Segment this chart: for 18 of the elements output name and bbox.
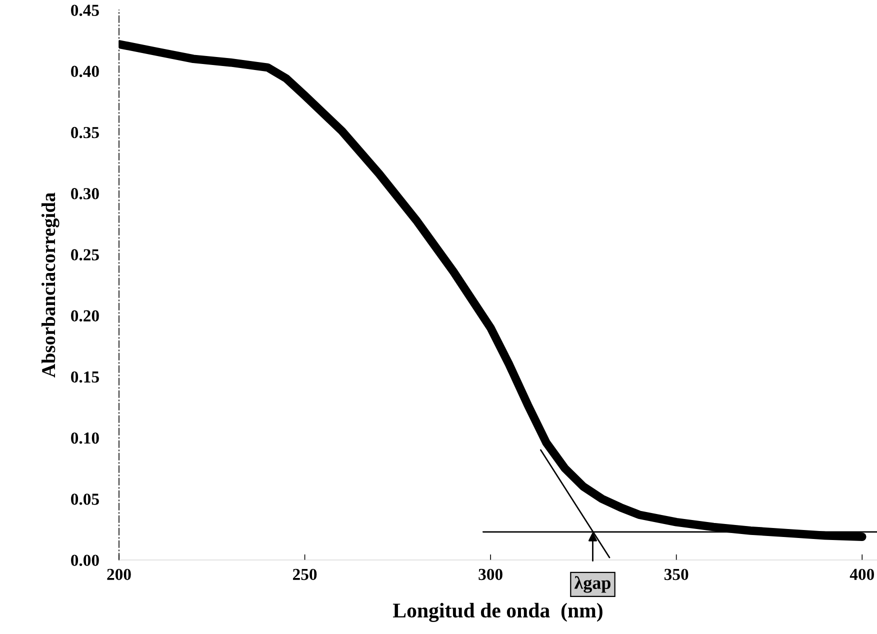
y-tick-label: 0.15	[71, 371, 99, 383]
y-axis-title: Absorbanciacorregida	[41, 192, 60, 378]
x-axis-title: Longitud de onda (nm)	[393, 602, 602, 622]
y-tick-label: 0.00	[71, 554, 99, 566]
y-tick-label: 0.30	[71, 188, 99, 200]
x-tick-label: 200	[107, 568, 131, 580]
y-tick-label: 0.05	[71, 494, 99, 505]
y-tick-label: 0.10	[71, 432, 99, 444]
annotation: λgap	[574, 576, 610, 593]
x-tick-label: 400	[850, 568, 874, 580]
y-tick-label: 0.45	[71, 4, 99, 16]
x-tick-label: 250	[292, 568, 317, 580]
x-tick-label: 300	[478, 568, 502, 580]
y-tick-label: 0.20	[71, 310, 99, 322]
y-tick-label: 0.25	[71, 249, 99, 260]
x-tick-label: 350	[664, 568, 688, 580]
y-tick-label: 0.35	[71, 126, 99, 138]
y-tick-label: 0.40	[71, 66, 99, 78]
